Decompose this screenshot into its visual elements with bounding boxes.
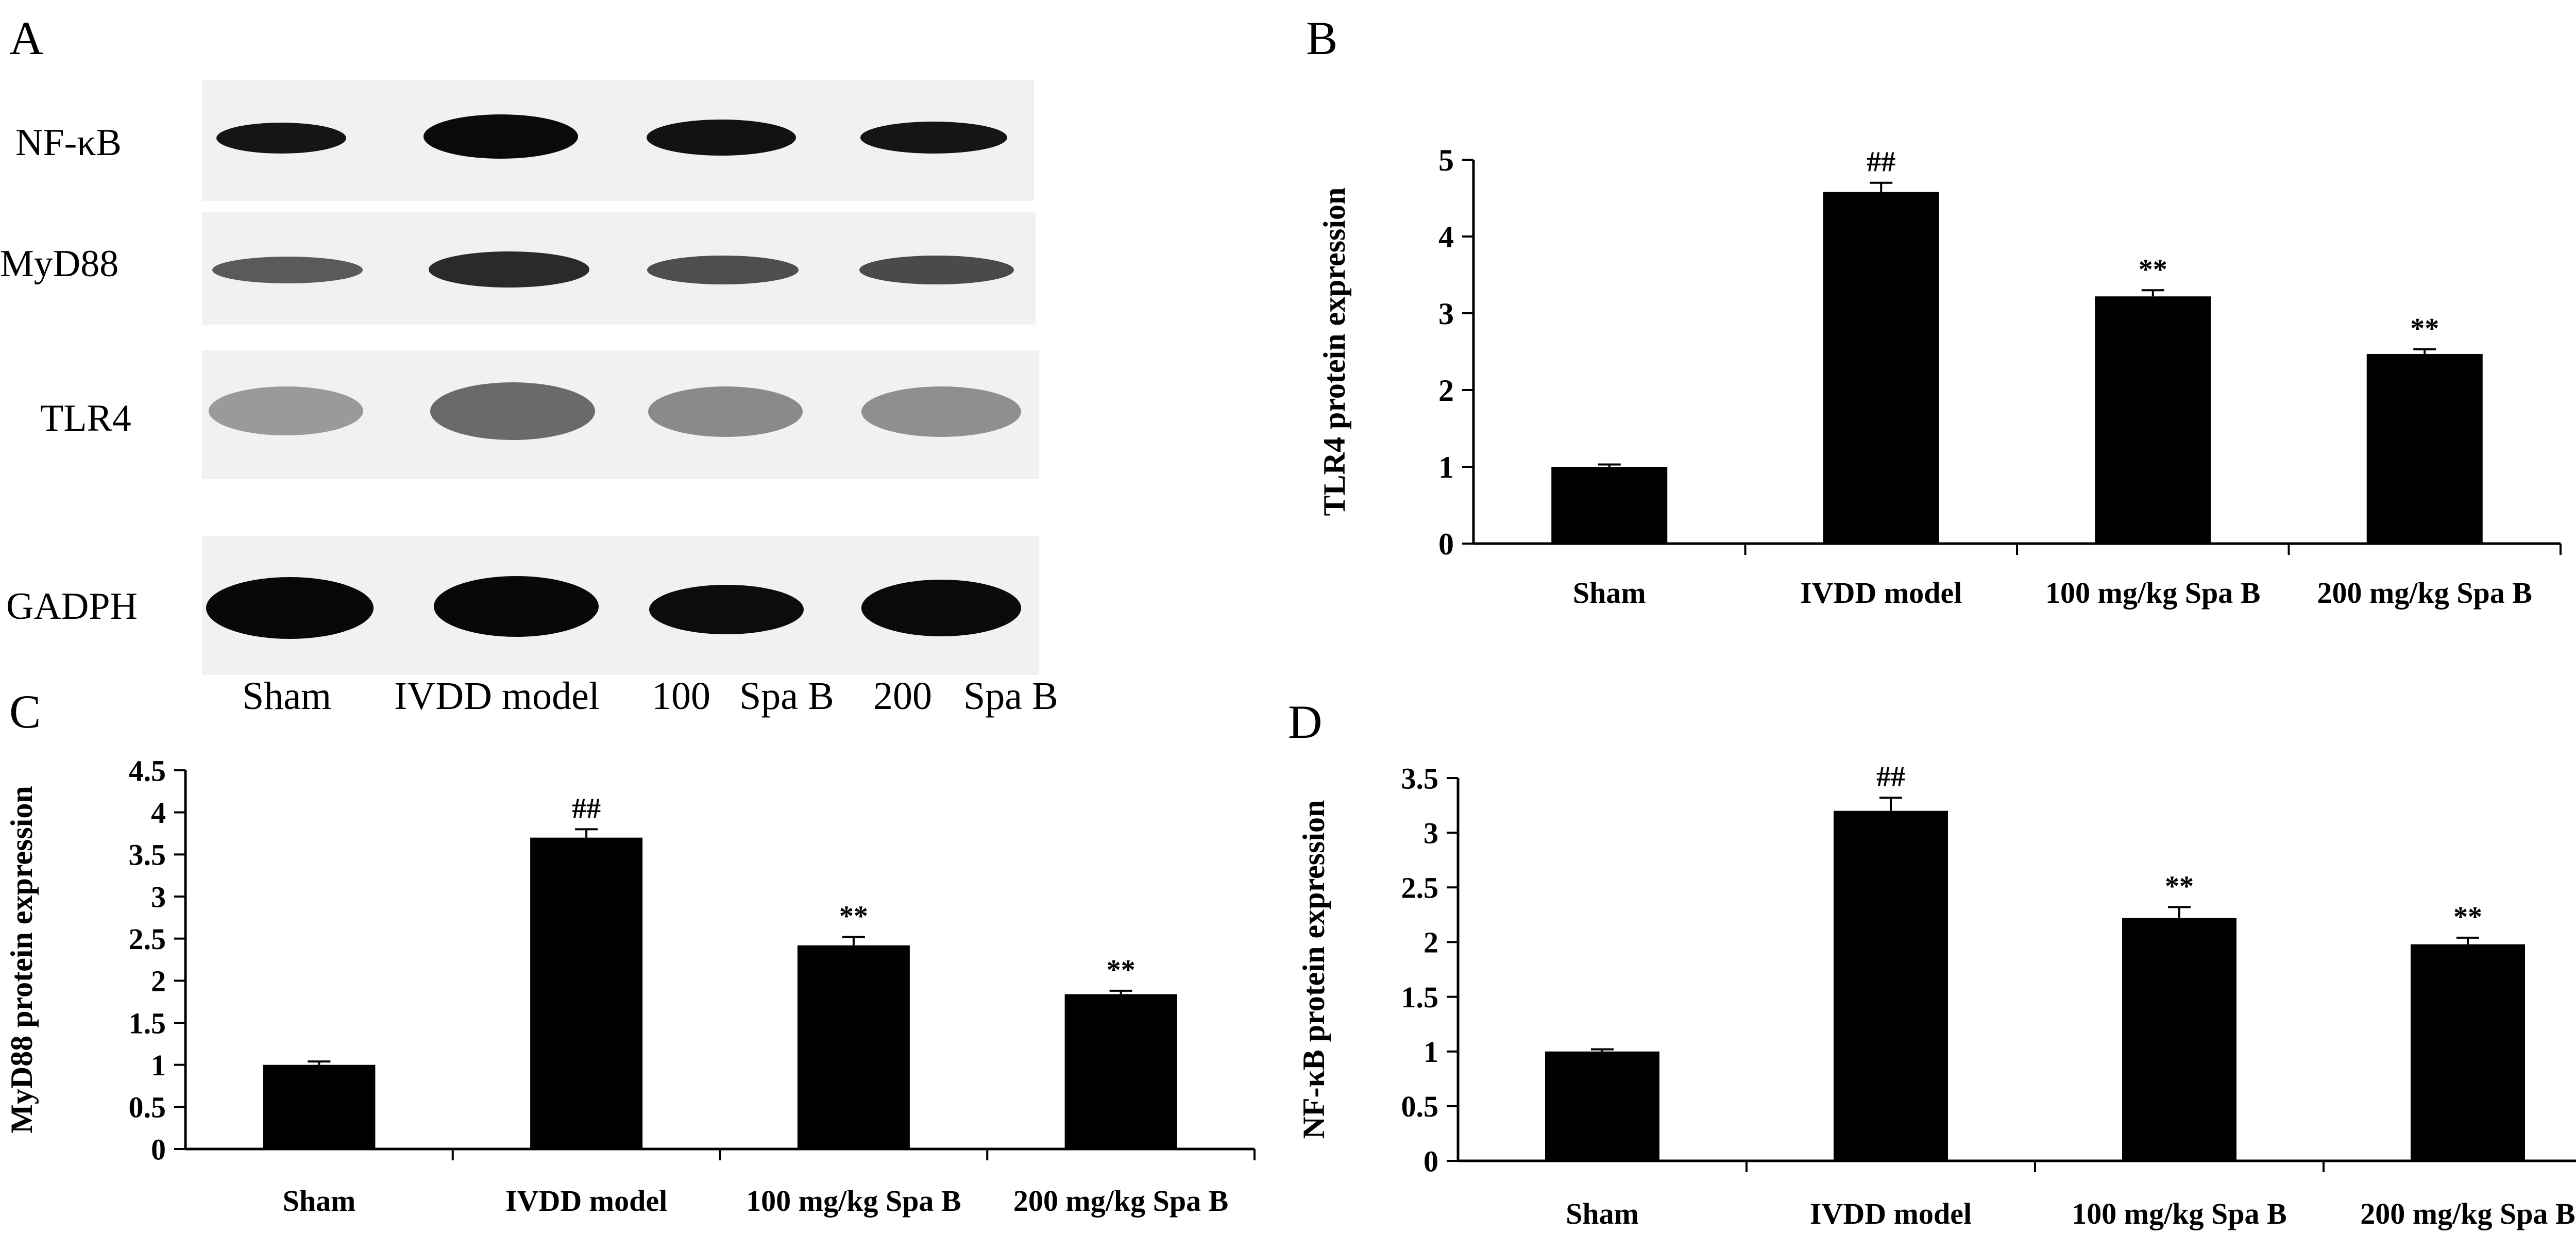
blot-lane-label: 100 [652, 674, 710, 718]
panel-label-b: B [1306, 12, 1338, 64]
y-tick-label: 4.5 [129, 754, 166, 787]
x-category-label: 200 mg/kg Spa B [2317, 576, 2532, 610]
y-tick-label: 1 [1438, 450, 1454, 484]
y-tick-label: 2 [151, 965, 166, 998]
blot-band [429, 251, 589, 288]
y-tick-label: 2 [1438, 374, 1454, 408]
y-tick-label: 0 [1438, 527, 1454, 561]
y-axis-label: MyD88 protein expression [5, 786, 39, 1133]
blot-lane-label: Spa B [963, 674, 1058, 718]
bar [1834, 810, 1948, 1161]
y-tick-label: 3.5 [1401, 762, 1439, 795]
blot-band [647, 256, 799, 284]
y-tick-label: 3.5 [129, 838, 166, 872]
chart-nfkb: 0 0.5 1 1.5 2 2.5 3 3.5 Sham ## IVDD model ** 100 mg… [1297, 761, 2576, 1230]
blot-band [860, 122, 1007, 154]
x-category-label: 100 mg/kg Spa B [746, 1184, 961, 1218]
y-tick-label: 3 [1423, 816, 1438, 850]
blot-lane-label: Spa B [739, 674, 834, 718]
x-category-label: 100 mg/kg Spa B [2072, 1197, 2286, 1230]
blot-lane-label: 200 [873, 674, 932, 718]
x-category-label: Sham [1573, 576, 1646, 610]
y-tick-label: 2.5 [1401, 871, 1439, 905]
western-blot-panel: NF-κB MyD88 TLR4 GADPH Sham IVDD model 1… [0, 0, 1133, 732]
bar [2095, 296, 2211, 544]
bar [1545, 1051, 1659, 1161]
blot-lane-label: Sham [242, 674, 332, 718]
blot-band [859, 256, 1014, 284]
y-tick-label: 2 [1423, 926, 1438, 959]
significance-label: ** [2453, 901, 2482, 933]
blot-band [430, 382, 595, 440]
bar [797, 945, 910, 1149]
y-tick-label: 1.5 [1401, 981, 1439, 1014]
y-axis-label: NF-κB protein expression [1297, 800, 1331, 1139]
blot-band [216, 123, 346, 154]
panel-label-d: D [1288, 696, 1323, 748]
bar [2122, 918, 2236, 1161]
panel-label-a: A [9, 12, 44, 64]
blot-row-label-myd88: MyD88 [0, 243, 119, 285]
x-category-label: IVDD model [505, 1184, 667, 1218]
blot-band [649, 585, 804, 634]
blot-band [206, 577, 374, 639]
y-tick-label: 1 [1423, 1035, 1438, 1069]
bar [263, 1065, 376, 1149]
significance-label: ** [1107, 954, 1136, 986]
x-category-label: Sham [282, 1184, 355, 1218]
bar [1551, 467, 1668, 544]
significance-label: ** [2165, 870, 2194, 902]
blot-row-label-tlr4: TLR4 [40, 397, 131, 440]
significance-label: ** [839, 900, 868, 932]
significance-label: ** [2139, 254, 2167, 285]
y-tick-label: 4 [1438, 220, 1454, 254]
y-tick-label: 3 [1438, 297, 1454, 331]
blot-row-label-gadph: GADPH [6, 585, 138, 628]
x-category-label: 200 mg/kg Spa B [1013, 1184, 1228, 1218]
bar [530, 837, 643, 1149]
y-tick-label: 2.5 [129, 922, 166, 956]
blot-band [648, 386, 803, 437]
y-tick-label: 4 [151, 796, 166, 830]
panel-label-c: C [9, 685, 41, 738]
bar [2366, 353, 2483, 544]
significance-label: ** [2410, 313, 2439, 345]
bar [1823, 192, 1939, 544]
blot-band [423, 114, 578, 159]
x-category-label: Sham [1566, 1197, 1639, 1230]
y-tick-label: 0 [151, 1133, 166, 1166]
chart-tlr4: 0 1 2 3 4 5 Sham ## IVDD model ** 100 mg/kg Spa B *… [1317, 143, 2562, 610]
blot-row-label-nfkb: NF-κB [15, 122, 122, 164]
y-tick-label: 5 [1438, 143, 1454, 177]
blot-band [647, 120, 796, 156]
y-tick-label: 0.5 [129, 1091, 166, 1124]
y-tick-label: 0 [1423, 1144, 1438, 1178]
bar [1064, 994, 1177, 1149]
x-category-label: 100 mg/kg Spa B [2045, 576, 2260, 610]
significance-label: ## [1867, 146, 1895, 178]
significance-label: ## [1876, 761, 1905, 793]
blot-lane-label: IVDD model [394, 674, 600, 718]
y-tick-label: 1.5 [129, 1006, 166, 1040]
chart-myd88: 0 0.5 1 1.5 2 2.5 3 3.5 4 4.5 Sham ## IVDD model ** 10… [5, 754, 1256, 1218]
y-axis-label: TLR4 protein expression [1317, 188, 1351, 516]
significance-label: ## [572, 792, 601, 824]
bar [2411, 944, 2525, 1161]
y-tick-label: 1 [151, 1049, 166, 1082]
blot-band [861, 386, 1021, 437]
blot-band [434, 576, 599, 637]
blot-band [212, 257, 363, 283]
blot-band [209, 386, 363, 435]
y-tick-label: 3 [151, 880, 166, 914]
x-category-label: 200 mg/kg Spa B [2360, 1197, 2575, 1230]
blot-band [861, 580, 1021, 636]
x-category-label: IVDD model [1810, 1197, 1972, 1230]
x-category-label: IVDD model [1800, 576, 1962, 610]
y-tick-label: 0.5 [1401, 1090, 1439, 1123]
